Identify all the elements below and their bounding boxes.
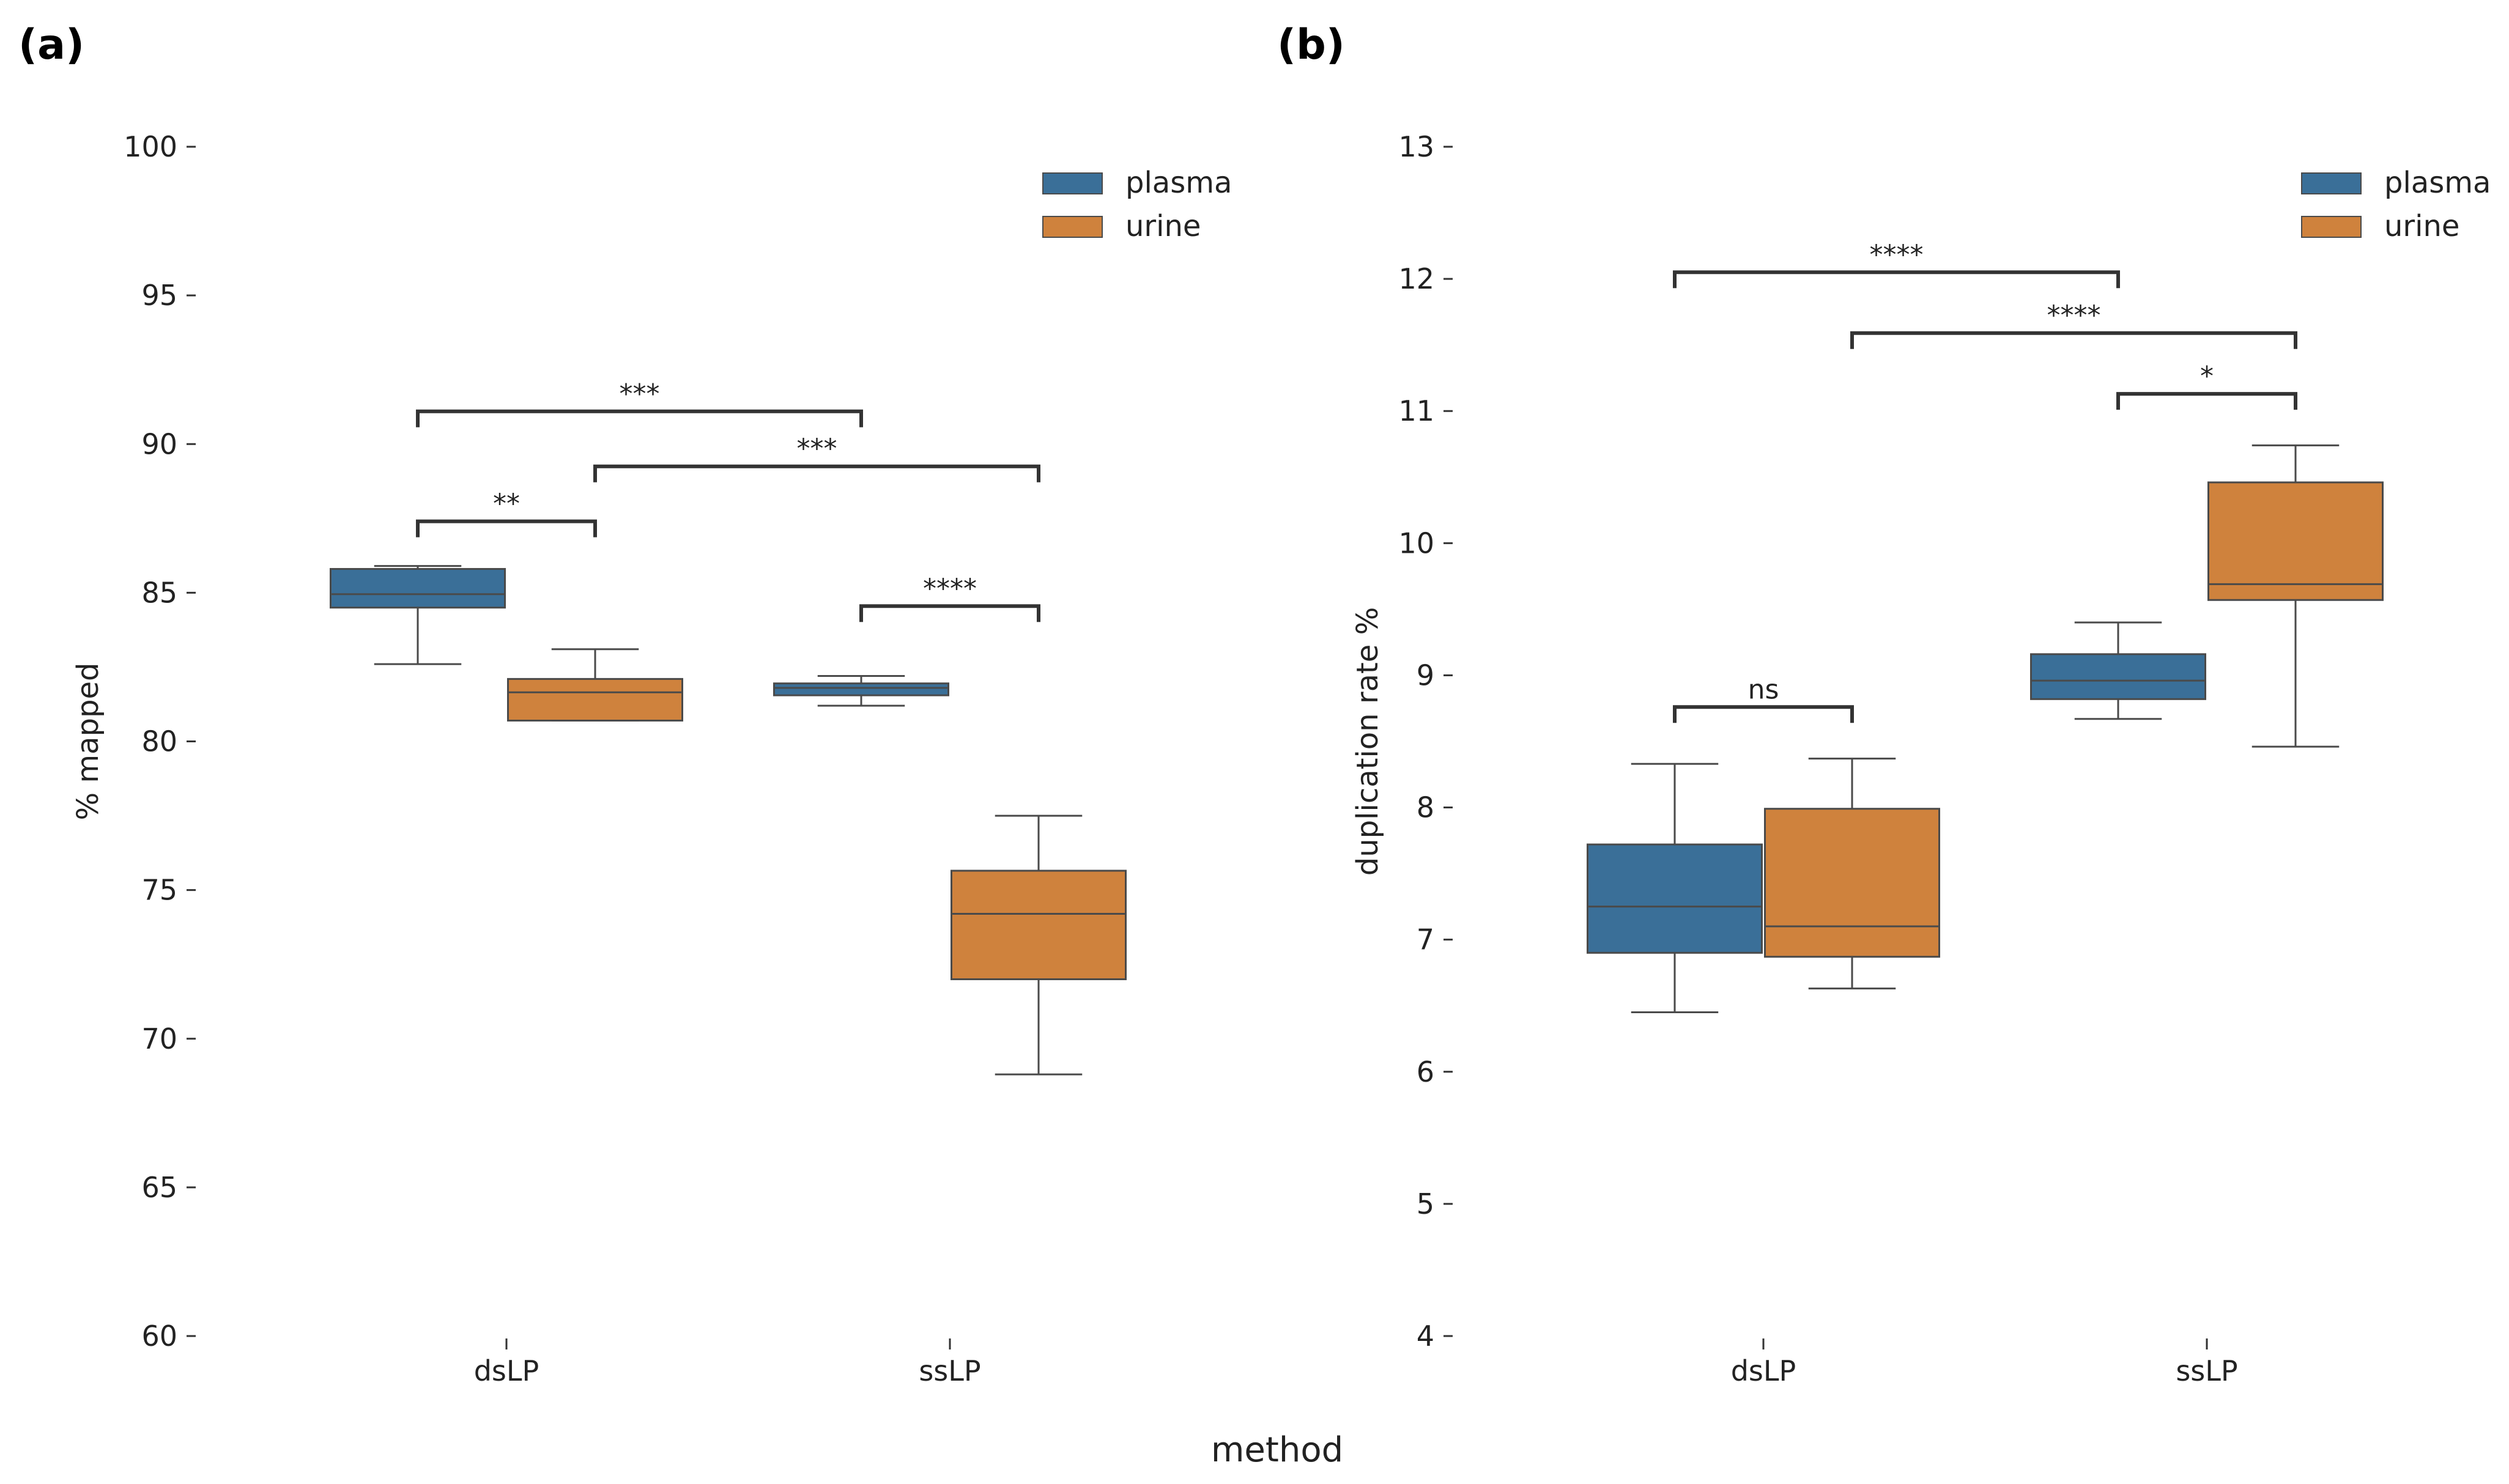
bracket-line <box>1673 705 1854 723</box>
bracket-line <box>1850 331 2297 349</box>
bracket-line <box>416 519 597 537</box>
significance-bracket: *** <box>416 378 863 427</box>
box-plasma-ssLP <box>773 675 949 707</box>
legend: plasma urine <box>1042 166 1232 243</box>
significance-bracket: **** <box>1673 239 2120 289</box>
y-tick-label: 75 <box>141 874 177 907</box>
significance-label: * <box>2200 361 2214 392</box>
y-tick-label: 85 <box>141 576 177 609</box>
y-tick-label: 90 <box>141 427 177 460</box>
significance-bracket: **** <box>859 573 1040 622</box>
y-axis-label: duplication rate % <box>1351 607 1385 876</box>
legend: plasma urine <box>2301 166 2491 243</box>
significance-label: **** <box>923 573 977 604</box>
x-tick-label: dsLP <box>474 1354 539 1387</box>
significance-label: ns <box>1748 674 1779 705</box>
x-tick-label: dsLP <box>1731 1354 1796 1387</box>
y-tick-label: 80 <box>141 725 177 758</box>
y-tick-label: 60 <box>141 1320 177 1353</box>
x-axis-label: method <box>1211 1430 1343 1470</box>
panel-label: (a) <box>18 21 84 69</box>
x-tick-label: ssLP <box>919 1354 980 1387</box>
y-tick-label: 95 <box>141 279 177 312</box>
box-urine-dsLP <box>1764 758 1940 990</box>
significance-bracket: **** <box>1850 300 2297 349</box>
significance-bracket: ns <box>1673 674 1854 723</box>
x-tick-label: ssLP <box>2176 1354 2237 1387</box>
panel-a: (a) 60 65 70 75 80 85 90 95 100 % mapped dsLP ssLP *… <box>18 21 1232 1387</box>
box-body <box>2207 481 2384 601</box>
y-axis-label: % mapped <box>71 663 105 821</box>
y-tick-label: 8 <box>1417 791 1434 824</box>
legend-swatch-urine <box>1042 216 1103 238</box>
y-tick-label: 10 <box>1398 526 1434 559</box>
bracket-line <box>416 409 863 427</box>
bracket-line <box>2116 392 2297 410</box>
y-tick-label: 11 <box>1398 394 1434 427</box>
significance-label: *** <box>797 434 837 465</box>
box-body <box>2030 653 2206 700</box>
significance-label: **** <box>2047 300 2101 331</box>
legend-swatch-plasma <box>1042 172 1103 194</box>
box-body <box>773 682 949 696</box>
legend-label-urine: urine <box>1125 209 1201 243</box>
box-plasma-dsLP <box>1587 762 1763 1014</box>
legend-label-urine: urine <box>2384 209 2459 243</box>
y-tick-label: 70 <box>141 1022 177 1055</box>
bracket-line <box>859 604 1040 622</box>
y-tick-label: 100 <box>124 130 177 163</box>
significance-bracket: ** <box>416 489 597 537</box>
y-tick-label: 6 <box>1417 1055 1434 1088</box>
y-tick-label: 12 <box>1398 262 1434 295</box>
panel-b-plot: 4 5 6 7 8 9 10 11 12 13 duplication rate % dsLP ssLP… <box>1351 130 2491 1387</box>
legend-label-plasma: plasma <box>2384 166 2491 200</box>
box-urine-ssLP <box>2207 444 2384 748</box>
panel-label: (b) <box>1277 21 1345 69</box>
y-tick-label: 5 <box>1417 1187 1434 1220</box>
significance-bracket: * <box>2116 361 2297 410</box>
box-body <box>1587 843 1763 954</box>
y-tick-label: 13 <box>1398 130 1434 163</box>
y-tick-label: 65 <box>141 1171 177 1204</box>
legend-label-plasma: plasma <box>1125 166 1232 200</box>
box-plasma-ssLP <box>2030 621 2206 720</box>
box-body <box>1764 808 1940 958</box>
significance-label: *** <box>620 378 660 410</box>
legend-swatch-plasma <box>2301 172 2362 194</box>
box-body <box>951 869 1127 981</box>
y-tick-label: 4 <box>1417 1320 1434 1353</box>
y-tick-label: 9 <box>1417 659 1434 692</box>
y-tick-label: 7 <box>1417 923 1434 956</box>
significance-bracket: *** <box>593 434 1040 482</box>
box-body <box>330 567 506 609</box>
box-urine-dsLP <box>507 648 683 722</box>
significance-label: **** <box>1870 239 1924 270</box>
bracket-line <box>1673 270 2120 289</box>
box-urine-ssLP <box>951 814 1127 1076</box>
legend-swatch-urine <box>2301 216 2362 238</box>
box-body <box>507 677 683 722</box>
significance-label: ** <box>493 489 520 520</box>
panel-b: (b) 4 5 6 7 8 9 10 11 12 13 duplication rate % dsLP… <box>1277 21 2491 1387</box>
bracket-line <box>593 464 1040 482</box>
box-plasma-dsLP <box>330 565 506 665</box>
